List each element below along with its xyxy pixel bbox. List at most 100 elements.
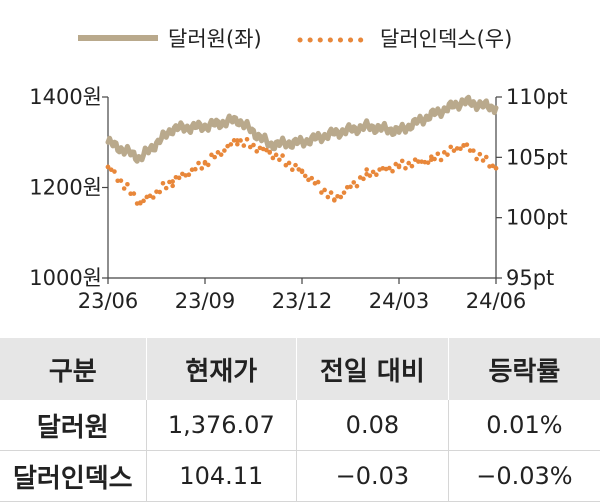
dxy-dot	[351, 180, 357, 185]
dxy-dot	[328, 190, 334, 195]
header-rate: 등락률	[448, 338, 600, 400]
dxy-dot	[244, 137, 250, 142]
left-axis-ticks: 1400원 1200원 1000원	[29, 85, 108, 290]
dxy-dot	[128, 191, 133, 197]
dxy-dot	[273, 152, 279, 158]
legend: 달러원(좌) 달러인덱스(우)	[78, 27, 512, 51]
dxy-dot	[176, 175, 182, 181]
dxy-dot	[157, 189, 163, 195]
dxy-dot	[390, 168, 395, 174]
dxy-dot	[416, 159, 421, 164]
dxy-dot	[112, 169, 117, 174]
row-change: 0.08	[296, 400, 449, 451]
dxy-point	[202, 161, 208, 166]
dxy-dot	[163, 185, 169, 191]
dxy-dot	[277, 157, 282, 163]
dxy-dot	[125, 181, 130, 187]
dxy-dot	[387, 165, 392, 171]
dxy-dot	[319, 190, 324, 195]
dxy-dot	[141, 198, 146, 204]
dxy-dot	[302, 173, 308, 179]
dxy-dot	[474, 156, 479, 162]
left-tick-label: 1200원	[29, 176, 102, 200]
dxy-dot	[374, 172, 379, 178]
dxy-dot	[222, 148, 227, 153]
left-tick-label: 1000원	[29, 266, 102, 290]
dxy-dot	[131, 191, 137, 196]
dxy-dot	[435, 151, 441, 157]
dxy-dot	[484, 154, 489, 160]
dxy-dot	[290, 167, 295, 173]
dxy-dot	[231, 138, 237, 143]
dxy-dot	[121, 186, 127, 191]
table-row: 달러인덱스 104.11 −0.03 −0.03%	[0, 450, 600, 502]
row-change: −0.03	[296, 450, 449, 502]
usdkrw-line	[105, 94, 499, 164]
dxy-point	[364, 171, 369, 177]
dxy-dot	[425, 160, 431, 165]
dxy-dot	[448, 144, 454, 150]
dxy-dot	[241, 143, 247, 148]
dxy-dot	[370, 169, 376, 175]
row-price: 104.11	[146, 450, 297, 502]
dxy-dot	[235, 141, 240, 147]
header-change: 전일 대비	[296, 338, 449, 400]
right-axis-ticks: 110pt 105pt 100pt 95pt	[496, 85, 568, 290]
dxy-dot	[354, 183, 360, 189]
header-price: 현재가	[146, 338, 297, 400]
dxy-dot	[406, 160, 412, 166]
x-tick-label: 24/03	[369, 289, 430, 313]
legend-label-usdkrw: 달러원(좌)	[168, 27, 262, 51]
dxy-dot	[458, 146, 463, 151]
x-axis-ticks: 23/06 23/09 23/12 24/03 24/06	[78, 278, 526, 313]
dxy-dot	[467, 148, 473, 153]
dxy-dot	[490, 163, 496, 169]
x-tick-label: 23/12	[272, 289, 333, 313]
dxy-dot	[228, 142, 234, 147]
right-tick-label: 95pt	[506, 266, 554, 290]
dxy-dot	[115, 178, 120, 184]
dxy-dot	[441, 150, 447, 155]
x-tick-label: 23/06	[78, 289, 139, 313]
dxy-dot	[150, 195, 156, 200]
table-header-row: 구분 현재가 전일 대비 등락률	[0, 338, 600, 400]
dxy-dot	[315, 179, 321, 185]
right-tick-label: 105pt	[506, 145, 568, 169]
dxy-dot	[118, 178, 124, 183]
dxy-dot	[193, 166, 198, 172]
dxy-dot	[293, 162, 298, 168]
table-row: 달러원 1,376.07 0.08 0.01%	[0, 400, 600, 451]
dxy-point	[235, 138, 240, 143]
dxy-dot	[403, 166, 408, 171]
series-usdkrw	[105, 94, 499, 164]
dxy-point	[396, 163, 402, 169]
dxy-dot	[254, 149, 260, 154]
dxy-dot	[364, 167, 369, 172]
summary-table: 구분 현재가 전일 대비 등락률 달러원 1,376.07 0.08 0.01%…	[0, 338, 600, 502]
dxy-point	[138, 200, 143, 206]
dxy-point	[267, 150, 272, 155]
dxy-dot	[283, 162, 289, 168]
row-rate: 0.01%	[448, 400, 600, 451]
dxy-dot	[280, 153, 285, 158]
dxy-dot	[325, 194, 331, 200]
dxy-dot	[451, 148, 457, 153]
legend-label-dxy: 달러인덱스(우)	[380, 27, 512, 51]
dxy-dot	[199, 166, 205, 171]
dxy-dot	[361, 176, 366, 182]
dxy-dot	[186, 172, 192, 178]
exchange-rate-chart: 달러원(좌) 달러인덱스(우) 1400원 1200원 1000원 110pt 105…	[29, 27, 568, 313]
dxy-point	[429, 157, 434, 163]
series-dxy	[105, 137, 499, 206]
x-tick-label: 23/09	[175, 289, 236, 313]
dxy-dot	[341, 190, 347, 195]
dxy-dot	[480, 158, 486, 163]
dxy-dot	[309, 175, 315, 181]
dxy-dot	[251, 142, 256, 148]
row-price: 1,376.07	[146, 400, 297, 451]
left-tick-label: 1400원	[29, 85, 102, 109]
dxy-dot	[445, 152, 450, 157]
right-tick-label: 100pt	[506, 206, 568, 230]
dxy-dot	[409, 163, 415, 169]
right-tick-label: 110pt	[506, 85, 568, 109]
